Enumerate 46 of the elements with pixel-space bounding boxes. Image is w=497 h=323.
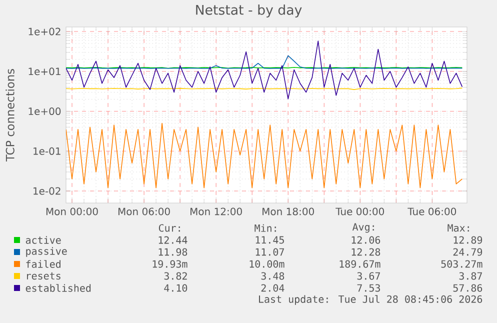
text: 189.67m (340, 260, 380, 268)
text: 57.86 (453, 284, 482, 292)
text: Min: (254, 224, 276, 232)
y-tick-label: 1e+02 (28, 28, 60, 36)
text: 4.10 (164, 284, 188, 292)
text: 3.67 (357, 272, 380, 280)
y-tick-label: 1e+01 (28, 68, 60, 76)
chart-title: Netstat - by day (196, 4, 302, 18)
text: Cur: (158, 224, 180, 232)
y-tick-label: 1e-02 (34, 187, 60, 195)
text: 11.07 (256, 248, 284, 256)
line-series (66, 40, 463, 100)
text: 3.87 (459, 272, 482, 280)
x-tick-label: Tue 06:00 (408, 208, 456, 216)
text: Last update: Tue Jul 28 08:45:06 2026 (259, 295, 482, 305)
text: 7.53 (357, 284, 380, 292)
text: 19.93m (152, 260, 188, 268)
x-tick-label: Mon 06:00 (118, 208, 170, 216)
y-tick-label: 1e-01 (34, 147, 60, 155)
text: 2.04 (261, 284, 284, 292)
y-axis-title: TCP connections (6, 69, 14, 162)
legend-label: resets (27, 272, 60, 280)
x-tick-label: Mon 18:00 (262, 208, 314, 216)
text: 10.00m (250, 260, 284, 268)
text: 24.79 (453, 248, 482, 256)
legend-label: established (26, 284, 91, 292)
text: Avg: (352, 223, 374, 233)
text: 3.48 (261, 272, 284, 280)
legend-label: active (26, 236, 61, 244)
legend-label: passive (26, 247, 67, 257)
text: 12.89 (454, 236, 482, 244)
legend-label: failed (26, 260, 60, 268)
y-tick-label: 1e+00 (28, 107, 61, 116)
line-series (66, 122, 463, 188)
text: 3.82 (164, 272, 187, 280)
text: 11.45 (256, 236, 284, 244)
text: Max: (448, 224, 469, 232)
text: 503.27m (441, 260, 482, 268)
text: 12.06 (352, 236, 380, 244)
x-tick-label: Mon 00:00 (46, 208, 98, 216)
x-tick-label: Mon 12:00 (190, 208, 242, 216)
text: 12.44 (158, 236, 188, 244)
text: 12.28 (352, 248, 380, 256)
line-series (66, 55, 463, 69)
text: 11.98 (158, 248, 188, 256)
x-tick-label: Tue 00:00 (336, 208, 384, 216)
